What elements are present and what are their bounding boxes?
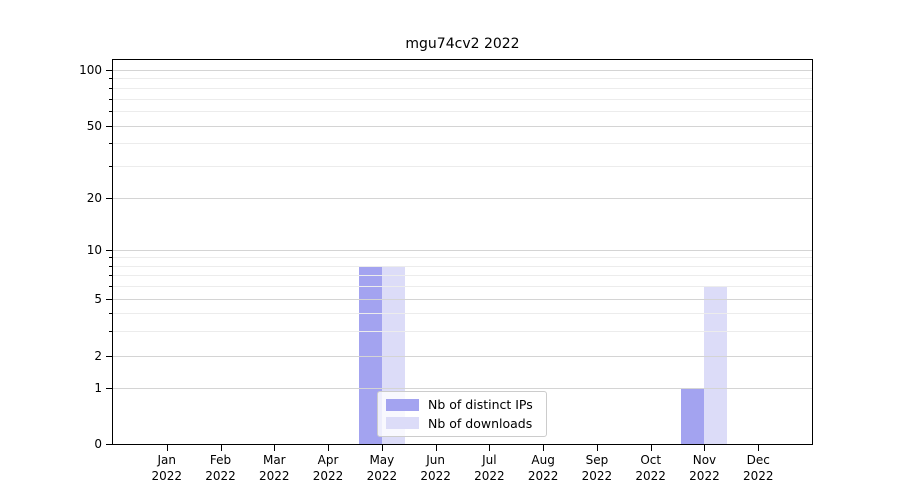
gridline-minor [113, 330, 812, 332]
y-tick-mark [106, 125, 112, 127]
gridline-minor [113, 313, 812, 315]
x-tick-label: Jul 2022 [474, 453, 505, 483]
x-tick-mark [758, 445, 760, 451]
y-minor-tick-mark [109, 111, 112, 113]
gridline-minor [113, 265, 812, 267]
legend-item: Nb of downloads [386, 416, 538, 431]
x-tick-mark [381, 445, 383, 451]
gridline-major [113, 299, 812, 301]
legend-label: Nb of downloads [428, 415, 533, 431]
gridline-major [113, 388, 812, 389]
y-tick-label: 20 [86, 191, 102, 205]
bar-downloads [704, 286, 728, 444]
x-tick-label: Jan 2022 [151, 453, 183, 483]
x-tick-mark [220, 445, 222, 451]
gridline-major [113, 70, 812, 71]
x-tick-mark [543, 445, 545, 451]
bar-distinct-ips [358, 265, 382, 444]
gridline-minor [113, 275, 812, 277]
legend-swatch-icon [386, 398, 419, 411]
x-tick-label: Mar 2022 [259, 453, 290, 483]
y-tick-mark [106, 356, 112, 357]
x-tick-label: Apr 2022 [312, 453, 344, 483]
y-tick-mark [106, 70, 112, 71]
y-minor-tick-mark [109, 313, 112, 315]
x-tick-label: May 2022 [366, 453, 398, 483]
x-tick-label: Feb 2022 [205, 453, 236, 483]
gridline-major [113, 250, 812, 251]
y-minor-tick-mark [109, 87, 112, 89]
y-tick-mark [106, 388, 112, 389]
y-tick-mark [106, 198, 112, 199]
gridline-minor [113, 166, 812, 167]
y-minor-tick-mark [109, 143, 112, 145]
legend-item: Nb of distinct IPs [386, 397, 538, 412]
x-tick-mark [489, 445, 491, 451]
gridline-major [113, 125, 812, 127]
y-tick-label: 10 [86, 243, 102, 257]
x-tick-mark [274, 445, 276, 451]
x-tick-mark [166, 445, 168, 451]
chart-title: mgu74cv2 2022 [405, 36, 520, 52]
y-minor-tick-mark [109, 265, 112, 267]
gridline-minor [113, 78, 812, 80]
y-minor-tick-mark [109, 286, 112, 288]
gridline-minor [113, 87, 812, 89]
legend-swatch-icon [386, 417, 419, 430]
gridline-major [113, 356, 812, 357]
y-tick-label: 100 [79, 63, 102, 77]
legend: Nb of distinct IPs Nb of downloads [377, 391, 547, 437]
y-tick-mark [106, 444, 112, 445]
y-tick-label: 50 [86, 118, 102, 133]
legend-label: Nb of distinct IPs [428, 397, 533, 413]
bar-distinct-ips [681, 388, 705, 444]
gridline-minor [113, 143, 812, 145]
gridline-minor [113, 286, 812, 288]
x-tick-label: Dec 2022 [742, 453, 774, 483]
y-tick-mark [106, 250, 112, 251]
x-tick-label: Jun 2022 [420, 453, 451, 483]
y-minor-tick-mark [109, 98, 112, 100]
y-tick-label: 5 [94, 292, 102, 307]
gridline-major [113, 198, 812, 199]
gridline-minor [113, 257, 812, 259]
y-tick-label: 0 [94, 437, 102, 451]
x-tick-mark [704, 445, 706, 451]
y-tick-mark [106, 299, 112, 301]
plot-area [113, 60, 812, 444]
y-tick-label: 1 [94, 381, 102, 395]
y-minor-tick-mark [109, 257, 112, 259]
y-minor-tick-mark [109, 78, 112, 80]
y-minor-tick-mark [109, 330, 112, 332]
y-minor-tick-mark [109, 166, 112, 167]
x-tick-label: Aug 2022 [527, 453, 559, 483]
x-tick-label: Oct 2022 [635, 453, 666, 483]
x-tick-mark [596, 445, 598, 451]
x-tick-mark [650, 445, 652, 451]
gridline-minor [113, 111, 812, 113]
x-tick-mark [328, 445, 330, 451]
x-tick-mark [435, 445, 437, 451]
gridline-minor [113, 98, 812, 100]
y-minor-tick-mark [109, 275, 112, 277]
x-tick-label: Sep 2022 [581, 453, 613, 483]
x-tick-label: Nov 2022 [689, 453, 720, 483]
y-tick-label: 2 [94, 349, 102, 363]
